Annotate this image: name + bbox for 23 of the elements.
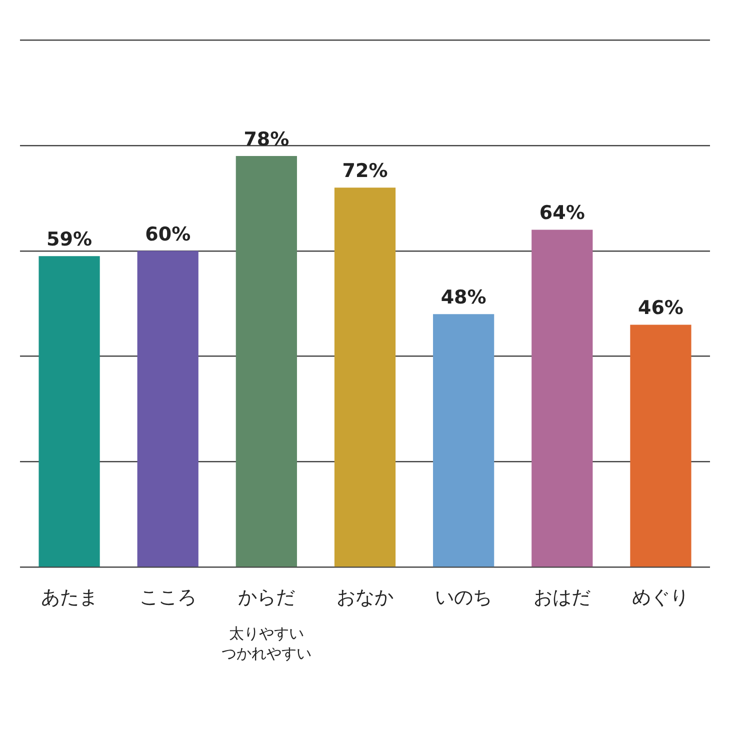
data-label: 46% — [638, 297, 684, 320]
data-label: 78% — [244, 128, 290, 150]
data-label: 48% — [440, 286, 486, 309]
x-tick-label: あたま — [40, 586, 98, 609]
bar — [137, 250, 198, 567]
data-label: 72% — [342, 160, 388, 182]
data-label: 64% — [539, 202, 585, 224]
x-tick-label: おはだ — [534, 586, 591, 609]
data-label: 59% — [46, 228, 92, 251]
x-tick-label: おなか — [336, 586, 394, 609]
text: つかれやすい — [221, 644, 312, 663]
bar — [433, 314, 494, 567]
bar — [630, 324, 692, 567]
bar — [236, 156, 297, 567]
bar — [334, 188, 396, 567]
bar — [38, 256, 100, 567]
data-label: 60% — [145, 223, 191, 246]
x-tick-label: からだ — [238, 586, 295, 609]
bar — [532, 230, 593, 567]
x-tick-label: こころ — [139, 586, 196, 609]
x-tick-label: めぐり — [632, 586, 690, 609]
x-tick-label: いのち — [435, 586, 492, 609]
text: 太りやすい — [228, 624, 304, 643]
